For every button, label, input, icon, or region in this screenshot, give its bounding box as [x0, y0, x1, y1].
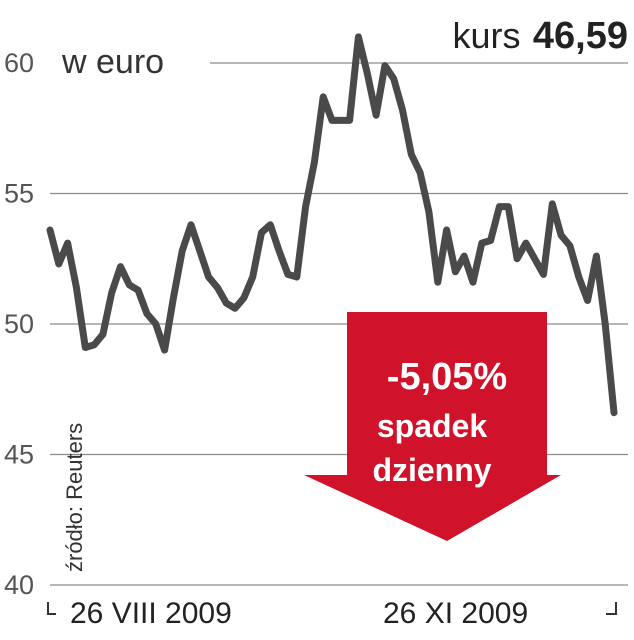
y-axis-ticks: 60 55 50 45 40 [4, 48, 34, 600]
kurs-readout: kurs 46,59 [452, 15, 628, 57]
y-tick-label: 55 [4, 179, 34, 209]
y-tick-label: 60 [4, 48, 34, 78]
x-axis: 26 VIII 2009 26 XI 2009 [47, 597, 617, 630]
drop-label-1: spadek [377, 408, 487, 444]
drop-label-2: dzienny [372, 452, 491, 488]
x-label-end: 26 XI 2009 [383, 597, 528, 630]
unit-label: w euro [61, 43, 164, 81]
y-tick-label: 40 [4, 570, 34, 600]
kurs-value: 46,59 [533, 15, 628, 57]
source-label: źródło: Reuters [62, 423, 87, 572]
svg-text:kurs 46,59: kurs 46,59 [452, 15, 628, 57]
price-line [46, 33, 618, 417]
drop-percent: -5,05% [387, 356, 507, 398]
drop-annotation: -5,05% spadek dzienny [304, 312, 561, 541]
kurs-label: kurs [452, 15, 520, 56]
down-arrow-icon [304, 312, 561, 541]
y-tick-label: 50 [4, 309, 34, 339]
x-label-start: 26 VIII 2009 [70, 597, 232, 630]
y-tick-label: 45 [4, 440, 34, 470]
